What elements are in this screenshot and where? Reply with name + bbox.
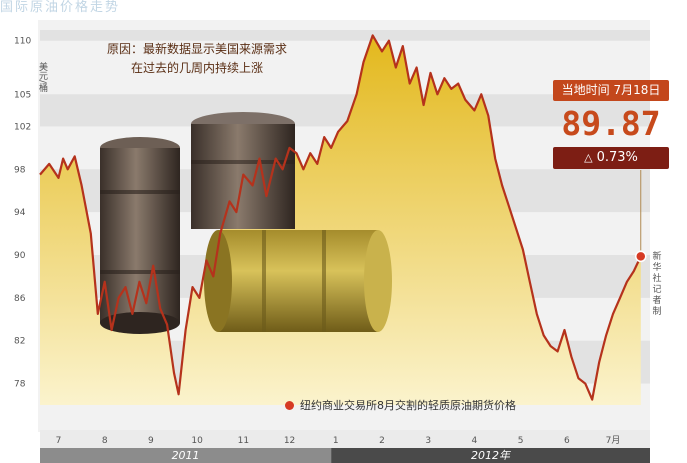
- grid-band: [40, 94, 650, 127]
- year-label-2011: 2011: [171, 449, 200, 462]
- year-bar: [40, 448, 332, 463]
- x-tick-label: 4: [472, 436, 478, 446]
- x-axis-strip: [40, 430, 650, 448]
- y-tick-label: 86: [14, 294, 26, 304]
- oil-barrels-illustration: [100, 112, 392, 334]
- callout-change-badge: △ 0.73%: [553, 147, 669, 169]
- legend-marker-icon: [285, 401, 294, 410]
- callout-date-label: 当地时间 7月18日: [553, 80, 669, 101]
- x-tick-label: 7: [56, 436, 62, 446]
- y-tick-label: 82: [14, 337, 25, 347]
- x-tick-label: 11: [238, 436, 249, 446]
- x-tick-label: 8: [102, 436, 108, 446]
- callout-change-value: 0.73%: [596, 150, 638, 165]
- annotation-line-1: 原因：最新数据显示美国来源需求: [106, 42, 287, 56]
- chart-annotation: 原因：最新数据显示美国来源需求 在过去的几周内持续上涨: [82, 40, 312, 78]
- grid-band: [40, 30, 650, 41]
- x-tick-label: 3: [425, 436, 431, 446]
- x-tick-label: 2: [379, 436, 385, 446]
- year-label-2012: 2012年: [471, 449, 511, 462]
- legend: 纽约商业交易所8月交割的轻质原油期货价格: [285, 397, 516, 413]
- x-tick-label: 1: [333, 436, 339, 446]
- y-tick-label: 98: [14, 165, 26, 175]
- up-triangle-icon: △: [584, 151, 593, 164]
- callout-price-value: 89.87: [561, 104, 661, 143]
- x-tick-label: 9: [148, 436, 154, 446]
- price-area: [40, 35, 641, 406]
- y-tick-label: 105: [14, 90, 31, 100]
- annotation-line-2: 在过去的几周内持续上涨: [130, 61, 263, 75]
- x-tick-label: 10: [191, 436, 203, 446]
- source-credit: 新华社记者 制: [652, 252, 662, 317]
- legend-label: 纽约商业交易所8月交割的轻质原油期货价格: [300, 399, 516, 412]
- x-tick-label: 5: [518, 436, 524, 446]
- y-tick-label: 110: [14, 37, 31, 47]
- y-tick-label: 90: [14, 251, 26, 261]
- y-tick-label: 78: [14, 380, 26, 390]
- x-tick-label: 12: [284, 436, 295, 446]
- price-line: [39, 34, 642, 401]
- y-tick-label: 94: [14, 208, 26, 218]
- latest-price-marker: [635, 250, 647, 263]
- x-tick-label: 6: [564, 436, 570, 446]
- banner-title: 国际原油价格走势: [0, 0, 121, 15]
- year-bar: [331, 448, 650, 463]
- x-tick-label: 7月: [606, 435, 621, 446]
- y-tick-label: 102: [14, 122, 31, 132]
- y-axis-unit-label: 美元/桶: [37, 61, 48, 93]
